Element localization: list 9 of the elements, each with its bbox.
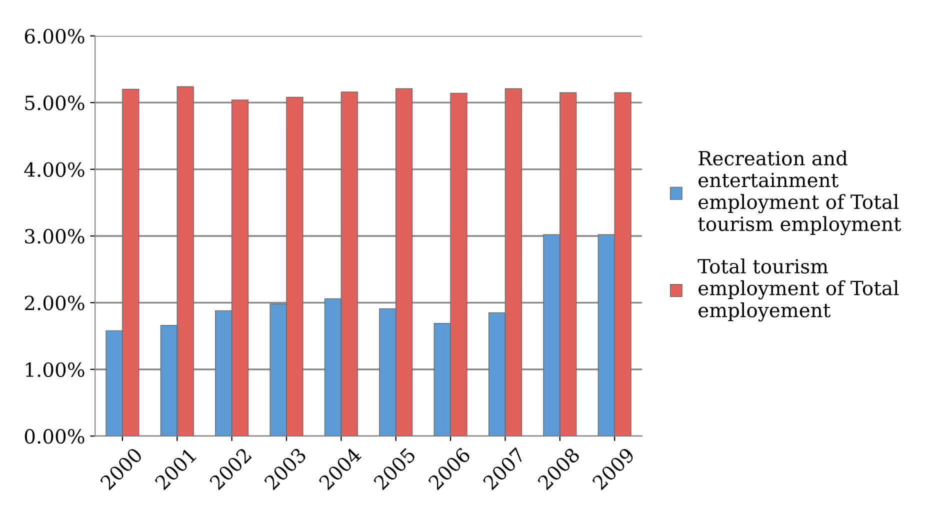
y-tick-label: 3.00%	[25, 228, 84, 244]
legend-label: Recreation and entertainment employment of Total tourism employment	[698, 150, 902, 236]
y-tick-label: 1.00%	[26, 362, 84, 378]
legend-label: Total tourism employment of Total employement	[698, 258, 899, 322]
y-tick-label: 5.00%	[25, 96, 84, 110]
y-tick-label: 2.00%	[24, 296, 84, 310]
y-tick-label: 4.00%	[24, 162, 84, 177]
y-tick-label: 0.00%	[24, 429, 84, 444]
y-tick-label: 6.00%	[24, 28, 84, 44]
